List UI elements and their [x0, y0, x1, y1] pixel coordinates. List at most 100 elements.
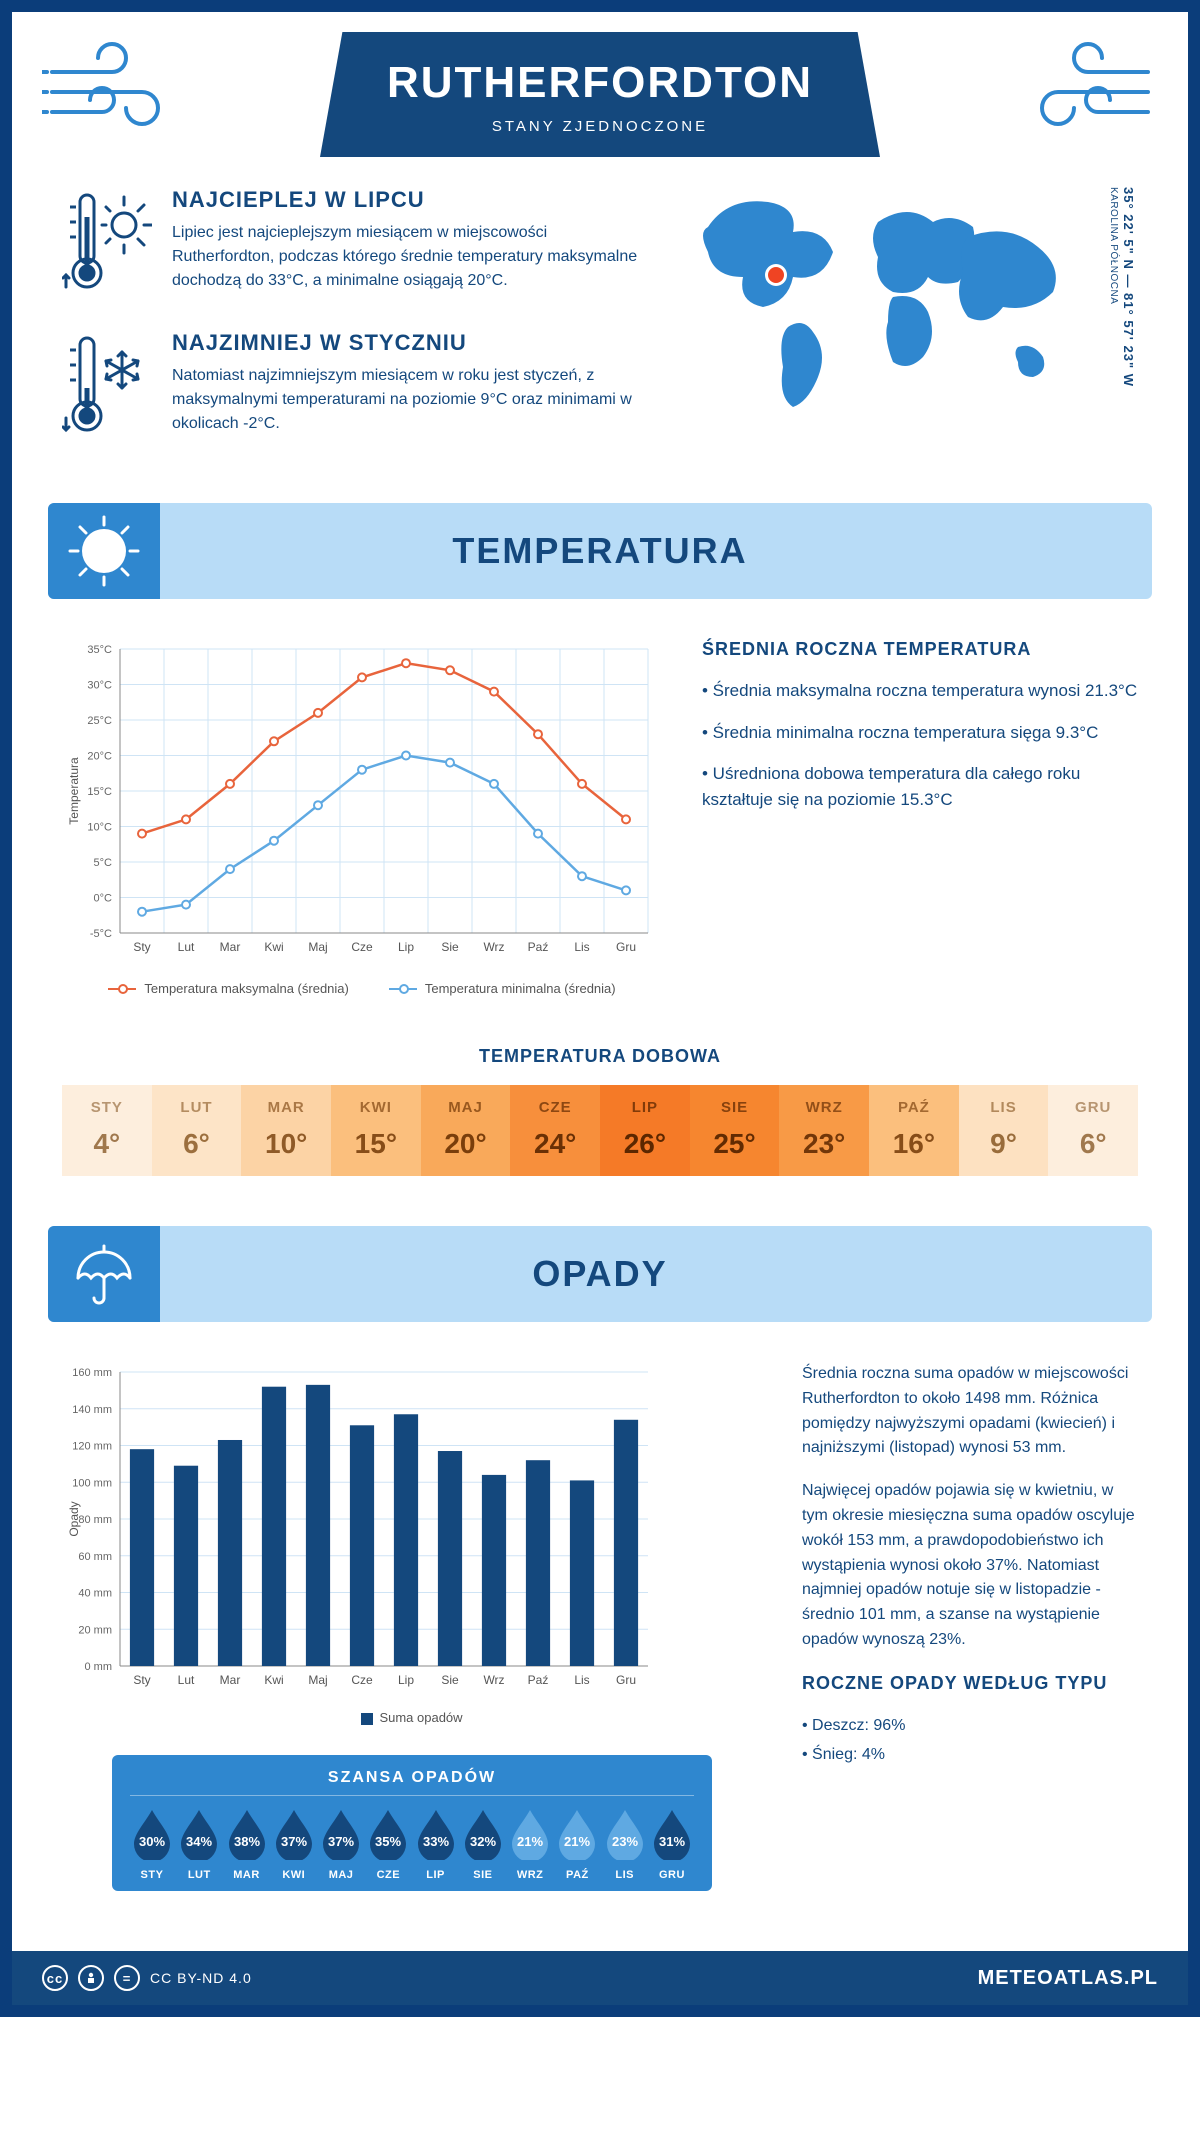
- cold-title: NAJZIMNIEJ W STYCZNIU: [172, 330, 648, 356]
- city-title: RUTHERFORDTON: [380, 58, 820, 108]
- sun-accent-icon: [48, 503, 160, 599]
- chance-drop: 21%PAŹ: [555, 1806, 599, 1881]
- temperature-legend: Temperatura maksymalna (średnia) Tempera…: [62, 981, 662, 996]
- svg-text:Lut: Lut: [178, 1673, 195, 1687]
- heat-cell: MAJ20°: [421, 1085, 511, 1176]
- by-icon: [78, 1965, 104, 1991]
- svg-text:10°C: 10°C: [87, 822, 112, 834]
- daily-temp-title: TEMPERATURA DOBOWA: [12, 1046, 1188, 1067]
- bar-legend: Suma opadów: [62, 1710, 762, 1725]
- temperature-chart-area: -5°C0°C5°C10°C15°C20°C25°C30°C35°CStyLut…: [62, 639, 662, 996]
- temperature-line-chart: -5°C0°C5°C10°C15°C20°C25°C30°C35°CStyLut…: [62, 639, 662, 969]
- header: RUTHERFORDTON STANY ZJEDNOCZONE: [12, 12, 1188, 157]
- svg-text:Maj: Maj: [308, 940, 327, 954]
- svg-text:Lis: Lis: [574, 1673, 589, 1687]
- page-frame: RUTHERFORDTON STANY ZJEDNOCZONE: [0, 0, 1200, 2017]
- svg-text:Cze: Cze: [351, 1673, 373, 1687]
- svg-text:Lis: Lis: [574, 940, 589, 954]
- chance-row: 30%STY34%LUT38%MAR37%KWI37%MAJ35%CZE33%L…: [130, 1806, 694, 1881]
- svg-text:120 mm: 120 mm: [72, 1441, 112, 1453]
- svg-text:Mar: Mar: [220, 940, 241, 954]
- thermometer-sun-icon: [62, 187, 152, 302]
- svg-text:0°C: 0°C: [94, 893, 113, 905]
- heat-cell: LIS9°: [959, 1085, 1049, 1176]
- precipitation-body: 0 mm20 mm40 mm60 mm80 mm100 mm120 mm140 …: [12, 1322, 1188, 1911]
- svg-text:25°C: 25°C: [87, 715, 112, 727]
- svg-text:15°C: 15°C: [87, 786, 112, 798]
- precipitation-banner: OPADY: [48, 1226, 1152, 1322]
- svg-text:31%: 31%: [659, 1834, 685, 1849]
- chance-drop: 30%STY: [130, 1806, 174, 1881]
- chance-drop: 23%LIS: [603, 1806, 647, 1881]
- heat-cell: PAŹ16°: [869, 1085, 959, 1176]
- wind-icon-right: [978, 32, 1158, 152]
- chance-drop: 32%SIE: [461, 1806, 505, 1881]
- coords-region: KAROLINA PÓŁNOCNA: [1108, 187, 1119, 304]
- avg-daily: • Uśredniona dobowa temperatura dla całe…: [702, 761, 1138, 812]
- thermometer-snow-icon: [62, 330, 152, 445]
- heat-cell: LUT6°: [152, 1085, 242, 1176]
- nd-icon: =: [114, 1965, 140, 1991]
- chance-drop: 38%MAR: [225, 1806, 269, 1881]
- svg-text:33%: 33%: [423, 1834, 449, 1849]
- umbrella-accent-icon: [48, 1226, 160, 1322]
- avg-min: • Średnia minimalna roczna temperatura s…: [702, 720, 1138, 746]
- precip-rain: • Deszcz: 96%: [802, 1712, 1138, 1741]
- svg-text:20°C: 20°C: [87, 751, 112, 763]
- svg-text:37%: 37%: [281, 1834, 307, 1849]
- svg-text:35%: 35%: [375, 1834, 401, 1849]
- svg-text:35°C: 35°C: [87, 644, 112, 656]
- temperature-title: TEMPERATURA: [160, 530, 1152, 572]
- svg-text:20 mm: 20 mm: [78, 1624, 112, 1636]
- chance-drop: 37%KWI: [272, 1806, 316, 1881]
- precip-left-column: 0 mm20 mm40 mm60 mm80 mm100 mm120 mm140 …: [62, 1362, 762, 1891]
- temperature-body: -5°C0°C5°C10°C15°C20°C25°C30°C35°CStyLut…: [12, 599, 1188, 1016]
- heat-cell: SIE25°: [690, 1085, 780, 1176]
- legend-min: Temperatura minimalna (średnia): [425, 981, 616, 996]
- cold-fact: NAJZIMNIEJ W STYCZNIU Natomiast najzimni…: [62, 330, 648, 445]
- chance-drop: 34%LUT: [177, 1806, 221, 1881]
- heat-cell: WRZ23°: [779, 1085, 869, 1176]
- hot-text: Lipiec jest najcieplejszym miesiącem w m…: [172, 221, 648, 293]
- title-banner: RUTHERFORDTON STANY ZJEDNOCZONE: [320, 32, 880, 157]
- license-text: CC BY-ND 4.0: [150, 1970, 252, 1986]
- chance-drop: 37%MAJ: [319, 1806, 363, 1881]
- svg-text:60 mm: 60 mm: [78, 1551, 112, 1563]
- svg-text:32%: 32%: [470, 1834, 496, 1849]
- heat-cell: CZE24°: [510, 1085, 600, 1176]
- precip-p1: Średnia roczna suma opadów w miejscowośc…: [802, 1362, 1138, 1461]
- svg-text:140 mm: 140 mm: [72, 1404, 112, 1416]
- footer-license: cc = CC BY-ND 4.0: [42, 1965, 252, 1991]
- hot-fact: NAJCIEPLEJ W LIPCU Lipiec jest najcieple…: [62, 187, 648, 302]
- precip-p2: Najwięcej opadów pojawia się w kwietniu,…: [802, 1479, 1138, 1653]
- footer: cc = CC BY-ND 4.0 METEOATLAS.PL: [12, 1951, 1188, 2005]
- svg-text:80 mm: 80 mm: [78, 1514, 112, 1526]
- svg-text:38%: 38%: [234, 1834, 260, 1849]
- svg-text:Sie: Sie: [441, 940, 459, 954]
- chance-drop: 33%LIP: [414, 1806, 458, 1881]
- precip-snow: • Śnieg: 4%: [802, 1741, 1138, 1770]
- precip-chance-box: SZANSA OPADÓW 30%STY34%LUT38%MAR37%KWI37…: [112, 1755, 712, 1891]
- svg-text:21%: 21%: [517, 1834, 543, 1849]
- intro-facts: NAJCIEPLEJ W LIPCU Lipiec jest najcieple…: [62, 187, 648, 473]
- chance-drop: 21%WRZ: [508, 1806, 552, 1881]
- temperature-summary: ŚREDNIA ROCZNA TEMPERATURA • Średnia mak…: [702, 639, 1138, 996]
- heat-cell: STY4°: [62, 1085, 152, 1176]
- svg-text:30°C: 30°C: [87, 680, 112, 692]
- svg-text:40 mm: 40 mm: [78, 1588, 112, 1600]
- svg-text:Wrz: Wrz: [483, 1673, 504, 1687]
- svg-text:Wrz: Wrz: [483, 940, 504, 954]
- svg-text:Opady: Opady: [67, 1501, 81, 1536]
- svg-text:30%: 30%: [139, 1834, 165, 1849]
- svg-text:0 mm: 0 mm: [85, 1661, 113, 1673]
- svg-text:Maj: Maj: [308, 1673, 327, 1687]
- svg-text:Kwi: Kwi: [264, 940, 283, 954]
- svg-text:Lut: Lut: [178, 940, 195, 954]
- bar-legend-label: Suma opadów: [379, 1710, 462, 1725]
- wind-icon-left: [42, 32, 222, 152]
- svg-text:160 mm: 160 mm: [72, 1367, 112, 1379]
- chance-title: SZANSA OPADÓW: [130, 1769, 694, 1796]
- svg-text:21%: 21%: [564, 1834, 590, 1849]
- svg-text:23%: 23%: [612, 1834, 638, 1849]
- daily-temp-row: STY4°LUT6°MAR10°KWI15°MAJ20°CZE24°LIP26°…: [62, 1085, 1138, 1176]
